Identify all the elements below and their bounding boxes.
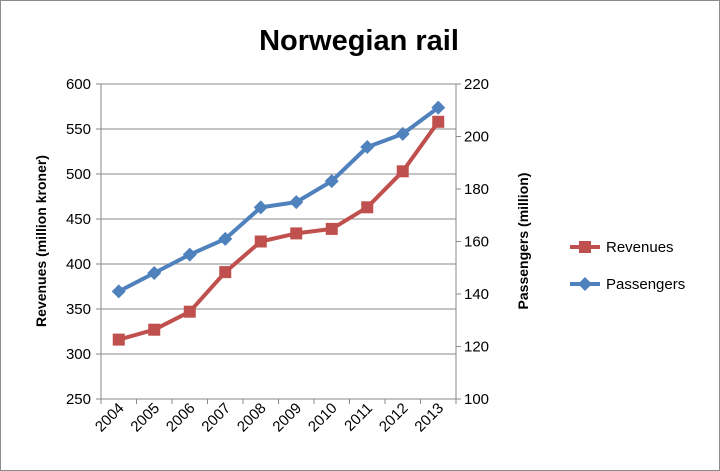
data-point-passengers bbox=[218, 231, 233, 246]
chart-title: Norwegian rail bbox=[259, 25, 459, 57]
data-point-revenues bbox=[219, 266, 232, 279]
x-tick-label: 2008 bbox=[234, 400, 270, 436]
x-tick-label: 2012 bbox=[376, 400, 412, 436]
data-point-passengers bbox=[182, 247, 197, 262]
x-tick-label: 2006 bbox=[163, 400, 199, 436]
x-tick-label: 2005 bbox=[127, 400, 163, 436]
gridlines bbox=[101, 83, 456, 355]
legend-label-passengers: Passengers bbox=[606, 276, 685, 293]
y-right-tick-label: 200 bbox=[464, 129, 489, 146]
data-point-passengers bbox=[111, 284, 126, 299]
y-left-tick-label: 600 bbox=[66, 76, 91, 93]
data-point-revenues bbox=[148, 323, 161, 336]
legend-marker-revenues bbox=[579, 241, 591, 253]
x-tick-label: 2010 bbox=[305, 400, 341, 436]
series-line-revenues bbox=[118, 120, 440, 342]
y-left-tick-label: 300 bbox=[66, 346, 91, 363]
data-point-passengers bbox=[147, 266, 162, 280]
series bbox=[111, 100, 446, 346]
axes bbox=[96, 83, 461, 404]
data-point-passengers bbox=[289, 195, 304, 210]
y-right-tick-label: 220 bbox=[464, 76, 489, 93]
data-point-passengers bbox=[253, 200, 268, 215]
x-tick-label: 2011 bbox=[341, 400, 376, 435]
legend-label-revenues: Revenues bbox=[606, 239, 674, 256]
data-point-passengers bbox=[431, 100, 446, 115]
y-axis-right-label: Passengers (million) bbox=[515, 173, 531, 310]
y-right-tick-label: 160 bbox=[464, 234, 489, 251]
data-point-passengers bbox=[324, 174, 339, 189]
y-left-tick-label: 400 bbox=[66, 256, 91, 273]
x-tick-label: 2013 bbox=[411, 400, 447, 436]
data-point-passengers bbox=[395, 126, 410, 141]
data-point-revenues bbox=[254, 235, 267, 248]
y-axis-left-label: Revenues (million kroner) bbox=[33, 155, 49, 327]
y-left-tick-label: 500 bbox=[66, 166, 91, 183]
series-line-passengers bbox=[117, 105, 440, 294]
tick-labels: 250 300 350 400 450 500 550 600 100 120 140 160 180 2… bbox=[66, 76, 489, 435]
y-right-tick-label: 120 bbox=[464, 339, 489, 356]
legend: Revenues Passengers bbox=[570, 239, 685, 293]
y-left-tick-label: 550 bbox=[66, 121, 91, 138]
data-point-revenues bbox=[432, 115, 445, 128]
data-point-revenues bbox=[361, 201, 374, 214]
data-point-revenues bbox=[396, 165, 409, 178]
y-right-tick-label: 100 bbox=[464, 391, 489, 408]
data-point-revenues bbox=[183, 305, 196, 318]
x-tick-label: 2004 bbox=[92, 400, 128, 436]
x-tick-label: 2007 bbox=[198, 400, 234, 436]
y-left-tick-label: 450 bbox=[66, 211, 91, 228]
data-point-revenues bbox=[290, 227, 303, 240]
y-left-tick-label: 250 bbox=[66, 391, 91, 408]
y-right-tick-label: 180 bbox=[464, 181, 489, 198]
y-left-tick-label: 350 bbox=[66, 301, 91, 318]
x-tick-label: 2009 bbox=[269, 400, 305, 436]
data-point-revenues bbox=[325, 222, 338, 235]
y-right-tick-label: 140 bbox=[464, 286, 489, 303]
legend-marker-passengers bbox=[578, 277, 592, 291]
data-point-revenues bbox=[112, 333, 125, 346]
data-point-passengers bbox=[360, 140, 375, 154]
